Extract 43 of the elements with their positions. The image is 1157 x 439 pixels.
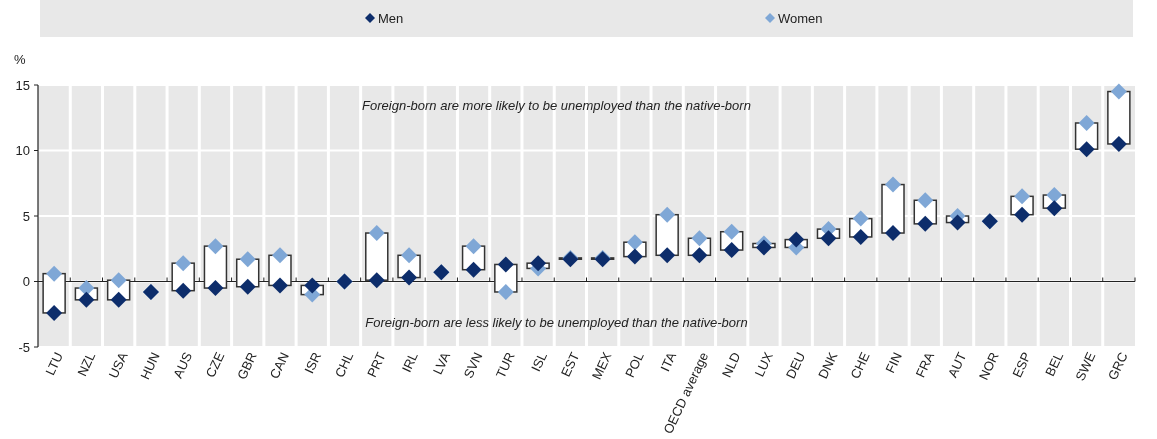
x-tick-label: AUS [170, 349, 196, 381]
x-tick-label: NOR [975, 349, 1002, 383]
legend-label: Men [378, 10, 404, 26]
x-tick-label: AUT [944, 349, 970, 380]
x-tick-label: MEX [588, 349, 615, 382]
x-tick-label: ISR [301, 349, 325, 376]
annotation: Foreign-born are more likely to be unemployed than the native-born [362, 98, 751, 113]
x-tick-label: CHL [331, 349, 357, 380]
x-tick-label: ITA [657, 349, 680, 374]
x-tick-label: DNK [815, 349, 841, 382]
y-axis-title: % [14, 52, 26, 67]
x-tick-label: FIN [882, 349, 905, 376]
x-tick-label: ESP [1009, 349, 1034, 380]
y-tick-label: 5 [22, 208, 30, 224]
x-tick-label: TUR [492, 349, 518, 381]
x-tick-label: LUX [751, 349, 776, 380]
x-tick-label: LTU [42, 349, 66, 378]
annotation: Foreign-born are less likely to be unemployed than the native-born [365, 315, 748, 330]
x-tick-label: DEU [782, 349, 809, 382]
x-tick-label: SWE [1072, 349, 1099, 384]
x-tick-label: HUN [137, 349, 163, 382]
x-tick-label: FRA [912, 349, 938, 380]
x-tick-label: PRT [364, 349, 389, 380]
x-tick-label: USA [105, 349, 131, 381]
y-tick-label: -5 [18, 339, 30, 355]
x-tick-label: ISL [528, 349, 550, 374]
x-tick-label: IRL [398, 349, 421, 375]
y-tick-label: 0 [22, 274, 30, 290]
x-tick-label: NZL [74, 349, 99, 379]
x-tick-label: LVA [429, 349, 454, 377]
y-tick-label: 15 [15, 77, 30, 93]
x-tick-label: NLD [718, 349, 744, 380]
y-tick-label: 10 [15, 143, 30, 159]
legend-label: Women [778, 10, 823, 26]
x-tick-label: CZE [202, 349, 228, 380]
x-tick-label: GRC [1104, 349, 1131, 383]
x-tick-label: SVN [460, 349, 486, 381]
x-tick-label: GBR [234, 349, 260, 382]
x-tick-label: POL [622, 349, 647, 380]
x-tick-label: CHE [847, 349, 873, 382]
x-tick-label: CAN [266, 349, 292, 382]
x-tick-label: BEL [1042, 349, 1067, 379]
x-tick-label: EST [557, 349, 583, 380]
